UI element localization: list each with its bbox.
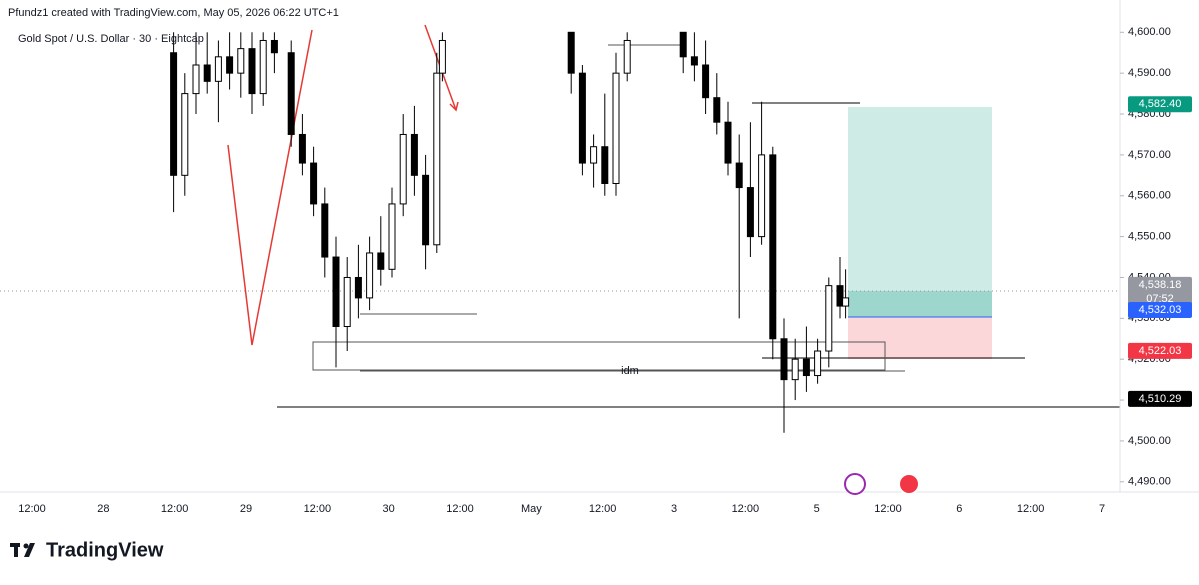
candle-body xyxy=(623,39,631,74)
x-tick-label: 12:00 xyxy=(589,503,617,515)
candle-body xyxy=(310,162,318,205)
y-tick-label: 4,590.00 xyxy=(1128,67,1171,79)
candle-body xyxy=(214,56,222,82)
candle-body xyxy=(343,276,351,328)
price-tag xyxy=(1128,390,1192,407)
candle-body xyxy=(842,297,850,307)
y-tick-label: 4,560.00 xyxy=(1128,190,1171,202)
x-tick-label: 12:00 xyxy=(1017,503,1045,515)
candle-body xyxy=(438,39,446,74)
x-tick-label: May xyxy=(521,503,542,515)
candle-body xyxy=(226,56,234,74)
price-tag-label: 4,522.03 xyxy=(1139,345,1182,357)
symbol: Gold Spot / U.S. Dollar · 30 · Eightcap xyxy=(18,33,204,45)
candle-body xyxy=(679,31,687,58)
arrow-head xyxy=(449,101,459,112)
candle-body xyxy=(702,64,710,99)
candle-body xyxy=(377,252,385,270)
candle-body xyxy=(578,72,586,164)
candle-body xyxy=(780,338,788,381)
x-tick-label: 12:00 xyxy=(304,503,332,515)
candle-body xyxy=(270,39,278,54)
candle-body xyxy=(690,56,698,66)
target-zone xyxy=(848,107,992,317)
x-tick-label: 6 xyxy=(956,503,962,515)
candle-body xyxy=(170,52,178,176)
candle-body xyxy=(791,358,799,381)
candle-body xyxy=(422,174,430,246)
candle-body xyxy=(388,203,396,270)
candle-body xyxy=(567,31,575,74)
candle-body xyxy=(713,97,721,123)
x-tick-label: 3 xyxy=(671,503,677,515)
candle-body xyxy=(259,39,267,95)
candle-body xyxy=(287,52,295,135)
price-tag xyxy=(1128,276,1192,307)
candle-body xyxy=(192,64,200,95)
price-tag-label: 4,532.03 xyxy=(1139,304,1182,316)
candle-body xyxy=(237,48,245,74)
x-tick-label: 12:00 xyxy=(161,503,189,515)
x-tick-label: 7 xyxy=(1099,503,1105,515)
candle-body xyxy=(298,133,306,164)
price-tag-label: 4,510.29 xyxy=(1139,393,1182,405)
credit: Pfundz1 created with TradingView.com, Ma… xyxy=(8,7,339,19)
x-tick-label: 12:00 xyxy=(874,503,902,515)
candle-body xyxy=(321,203,329,258)
candle-body xyxy=(724,121,732,164)
candle-body xyxy=(332,256,340,328)
y-tick-label: 4,500.00 xyxy=(1128,435,1171,447)
candle-body xyxy=(601,146,609,184)
y-tick-label: 4,600.00 xyxy=(1128,26,1171,38)
drawings xyxy=(0,24,1120,408)
candle-body xyxy=(814,350,822,377)
y-tick-label: 4,490.00 xyxy=(1128,476,1171,488)
price-tag-countdown: 07:52 xyxy=(1146,293,1174,305)
entry-zone xyxy=(848,291,992,317)
event-icon[interactable] xyxy=(844,473,866,495)
x-tick-label: 12:00 xyxy=(18,503,46,515)
candle-body xyxy=(433,72,441,246)
zigzag xyxy=(227,29,313,346)
candle-body xyxy=(590,146,598,164)
candle-body xyxy=(769,154,777,340)
price-tag-label: 4,582.40 xyxy=(1139,98,1182,110)
x-tick-label: 30 xyxy=(383,503,395,515)
candles xyxy=(170,31,850,433)
candle-body xyxy=(825,285,833,352)
candle-body xyxy=(181,93,189,176)
x-tick-label: 12:00 xyxy=(732,503,760,515)
x-tick-label: 28 xyxy=(97,503,109,515)
candle-body xyxy=(399,133,407,205)
candle-body xyxy=(746,187,754,238)
x-tick-label: 12:00 xyxy=(446,503,474,515)
candle-body xyxy=(366,252,374,299)
zone-box xyxy=(312,341,886,371)
candle-body xyxy=(802,358,810,377)
event-icon[interactable] xyxy=(898,473,920,495)
brand: TradingView xyxy=(46,539,164,561)
candle-body xyxy=(410,133,418,176)
candle-body xyxy=(758,154,766,238)
price-tag-label: 4,538.18 xyxy=(1139,279,1182,291)
stop-zone xyxy=(848,317,992,359)
logo xyxy=(10,543,35,557)
x-tick-label: 5 xyxy=(814,503,820,515)
price-tag xyxy=(1128,96,1192,113)
price-tag xyxy=(1128,342,1192,359)
candle-body xyxy=(203,64,211,82)
y-tick-label: 4,550.00 xyxy=(1128,231,1171,243)
price-tag xyxy=(1128,302,1192,319)
x-tick-label: 29 xyxy=(240,503,252,515)
candle-body xyxy=(248,48,256,95)
candle-body xyxy=(612,72,620,184)
annotation: idm xyxy=(621,365,639,377)
candle-body xyxy=(354,276,362,299)
y-tick-label: 4,570.00 xyxy=(1128,149,1171,161)
candle-body xyxy=(836,285,844,307)
candle-body xyxy=(735,162,743,189)
